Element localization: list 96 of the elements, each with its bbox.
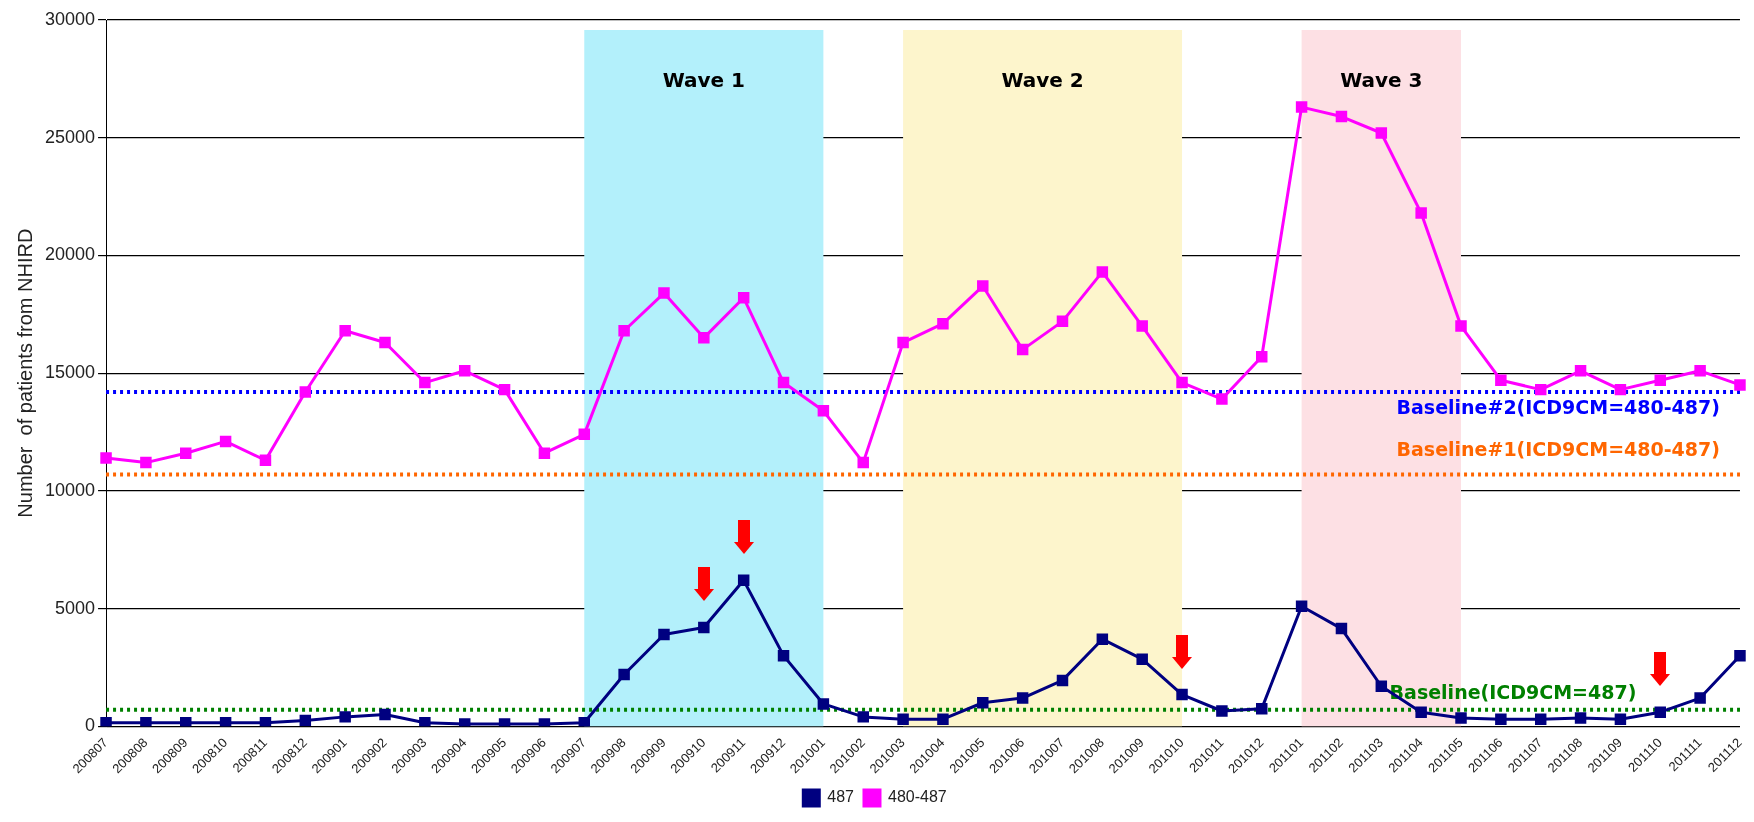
point (419, 717, 431, 727)
point (299, 386, 312, 398)
y-tick-label: 5000 (55, 597, 96, 618)
point (618, 668, 630, 681)
point (1256, 702, 1268, 715)
point (1455, 320, 1467, 332)
point (1256, 350, 1268, 363)
point (937, 713, 949, 725)
point (538, 447, 551, 459)
point (777, 649, 790, 662)
point (219, 435, 232, 448)
point (1335, 622, 1348, 635)
point (737, 292, 750, 304)
band-label: Wave 2 (1001, 68, 1084, 93)
point (259, 717, 272, 727)
y-axis-title: Number of patients from NHIRD (13, 228, 36, 518)
legend-label: 480-487 (887, 788, 947, 806)
point (1016, 692, 1029, 704)
point (1654, 706, 1667, 718)
point (1176, 376, 1188, 389)
point (1415, 706, 1427, 718)
point (698, 621, 710, 634)
y-tick-label: 20000 (44, 244, 96, 265)
point (1375, 127, 1388, 139)
point (737, 574, 750, 587)
band-label: Wave 1 (662, 68, 745, 93)
y-tick-label: 0 (85, 715, 96, 736)
point (977, 280, 989, 292)
point (817, 405, 830, 417)
point (1534, 713, 1547, 725)
point (897, 713, 909, 725)
y-tick-label: 30000 (44, 8, 96, 29)
point (100, 452, 112, 464)
point (498, 383, 511, 396)
point (1216, 393, 1228, 405)
point (777, 376, 790, 389)
legend-label: 487 (827, 788, 855, 806)
point (618, 325, 630, 337)
point (1056, 674, 1069, 687)
point (1694, 365, 1706, 377)
point (180, 447, 192, 459)
point (339, 711, 351, 723)
point (1096, 266, 1109, 278)
point (1216, 705, 1228, 717)
point (1734, 379, 1746, 391)
point (1335, 110, 1348, 123)
point (1694, 692, 1706, 704)
point (658, 628, 670, 641)
point (140, 456, 152, 469)
point (1136, 653, 1148, 665)
point (1176, 688, 1188, 701)
point (1455, 712, 1467, 724)
annotation: Baseline#2(ICD9CM=480-487) (1396, 396, 1720, 419)
point (578, 717, 591, 727)
point (1614, 713, 1627, 725)
point (1096, 633, 1109, 645)
point (1495, 713, 1507, 725)
point (1415, 207, 1427, 219)
point (379, 708, 391, 721)
point (180, 717, 192, 727)
point (1654, 374, 1667, 386)
point (1574, 365, 1587, 377)
point (897, 336, 909, 349)
point (1295, 101, 1308, 113)
point (299, 714, 312, 727)
point (698, 332, 710, 344)
point (259, 454, 272, 466)
point (817, 698, 830, 710)
point (339, 325, 351, 337)
point (977, 697, 989, 709)
annotation: Baseline#1(ICD9CM=480-487) (1396, 437, 1720, 460)
point (857, 456, 869, 469)
y-tick-label: 10000 (44, 479, 96, 500)
point (857, 711, 869, 723)
point (1056, 315, 1069, 328)
point (1295, 600, 1308, 612)
point (458, 365, 471, 377)
point (1534, 383, 1547, 396)
point (140, 717, 152, 727)
point (1136, 320, 1148, 332)
y-tick-label: 15000 (44, 362, 96, 383)
annotation: Baseline(ICD9CM=487) (1389, 681, 1637, 704)
point (937, 317, 949, 330)
point (419, 376, 431, 389)
point (1734, 649, 1746, 662)
point (219, 717, 232, 727)
point (1574, 712, 1587, 724)
y-tick-label: 25000 (44, 126, 96, 147)
point (1495, 374, 1507, 386)
point (578, 428, 591, 441)
point (1375, 680, 1388, 693)
point (379, 336, 391, 349)
point (658, 287, 670, 299)
point (1016, 343, 1029, 356)
point (1614, 383, 1627, 396)
band-label: Wave 3 (1340, 68, 1423, 93)
